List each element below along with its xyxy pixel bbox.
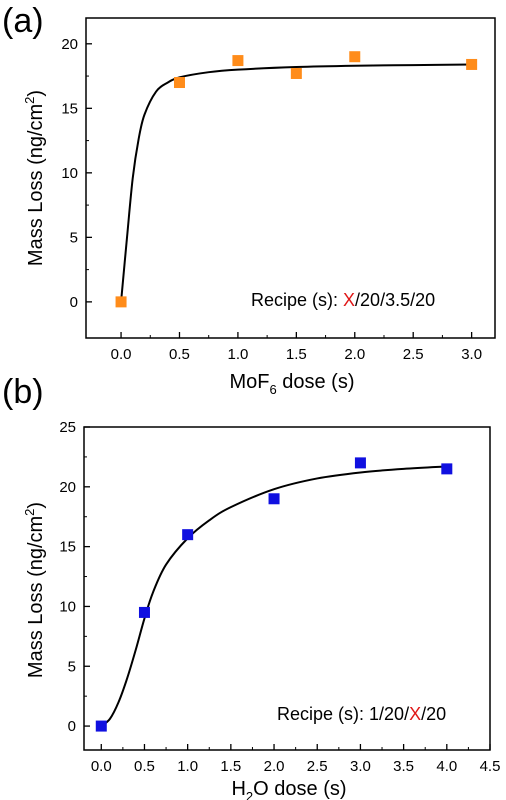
- panel-a-y-tick-label: 10: [61, 165, 78, 182]
- panel-b-data-points: [95, 457, 453, 732]
- panel-b-y-tick-label: 10: [59, 598, 76, 615]
- panel-b-data-point: [138, 606, 150, 618]
- panel-b: (b) 0.0 0.5 1.0 1.5 2.0 2.5 3.0 3.5 4.0 4.5 0 5 10 15…: [2, 373, 500, 800]
- panel-a-x-tick-label: 2.5: [403, 346, 424, 363]
- panel-b-x-tick-label: 3.0: [350, 758, 371, 775]
- panel-b-x-tick-label: 3.5: [393, 758, 414, 775]
- panel-b-x-tick-label: 1.5: [220, 758, 241, 775]
- panel-b-fit-curve: [100, 465, 447, 727]
- panel-a-data-point: [349, 51, 361, 63]
- panel-a-data-point: [290, 67, 302, 79]
- panel-a-x-tick-label: 2.0: [344, 346, 365, 363]
- panel-a: (a) 0.0 0.5 1.0 1.5 2.0 2.5 3.0 0 5 10 15 20 Mass L…: [2, 2, 496, 397]
- panel-a-x-axis-title: MoF6 dose (s): [229, 371, 354, 397]
- panel-b-x-axis-title: H2O dose (s): [231, 778, 346, 800]
- panel-b-y-tick-label: 5: [68, 658, 76, 675]
- panel-b-x-tick-label: 0.5: [134, 758, 155, 775]
- panel-b-data-point: [268, 493, 280, 505]
- panel-a-x-tick-label: 1.0: [227, 346, 248, 363]
- panel-a-x-tick-label: 0.5: [169, 346, 190, 363]
- panel-a-data-points: [115, 51, 478, 308]
- panel-b-data-point: [441, 463, 453, 475]
- panel-b-ticks: 0.0 0.5 1.0 1.5 2.0 2.5 3.0 3.5 4.0 4.5 0 5 10 15 20 25: [59, 419, 500, 775]
- panel-b-y-tick-label: 15: [59, 539, 76, 556]
- panel-b-x-tick-label: 2.0: [264, 758, 285, 775]
- panel-a-recipe-annotation: Recipe (s): X/20/3.5/20: [251, 290, 435, 310]
- panel-a-ticks: 0.0 0.5 1.0 1.5 2.0 2.5 3.0 0 5 10 15 20: [61, 36, 482, 363]
- panel-b-plot-frame: [83, 426, 491, 751]
- panel-b-x-tick-label: 1.0: [177, 758, 198, 775]
- panel-b-x-tick-label: 4.5: [480, 758, 501, 775]
- panel-b-y-tick-label: 0: [68, 718, 76, 735]
- panel-a-y-tick-label: 5: [70, 229, 78, 246]
- panel-a-y-tick-label: 0: [70, 294, 78, 311]
- panel-a-fit-curve: [120, 63, 472, 302]
- panel-b-y-axis-title: Mass Loss (ng/cm2): [22, 502, 47, 678]
- panel-a-y-tick-label: 15: [61, 100, 78, 117]
- panel-b-label: (b): [2, 373, 44, 411]
- panel-a-x-tick-label: 1.5: [286, 346, 307, 363]
- panel-b-recipe-annotation: Recipe (s): 1/20/X/20: [277, 704, 446, 724]
- panel-a-plot-frame: [85, 17, 496, 339]
- panel-a-data-point: [173, 77, 185, 89]
- panel-a-data-point: [115, 296, 127, 308]
- panel-a-data-point: [232, 55, 244, 67]
- panel-b-y-tick-label: 25: [59, 419, 76, 436]
- panel-a-label: (a): [2, 2, 44, 40]
- panel-b-x-tick-label: 4.0: [436, 758, 457, 775]
- panel-a-data-point: [466, 58, 478, 70]
- panel-a-x-tick-label: 3.0: [461, 346, 482, 363]
- panel-b-x-tick-label: 2.5: [307, 758, 328, 775]
- panel-b-x-tick-label: 0.0: [91, 758, 112, 775]
- panel-a-y-axis-title: Mass Loss (ng/cm2): [22, 90, 47, 266]
- panel-b-data-point: [354, 457, 366, 469]
- panel-a-y-tick-label: 20: [61, 36, 78, 53]
- panel-b-y-tick-label: 20: [59, 479, 76, 496]
- panel-b-data-point: [95, 720, 107, 732]
- panel-a-x-tick-label: 0.0: [111, 346, 132, 363]
- panel-b-data-point: [182, 529, 194, 541]
